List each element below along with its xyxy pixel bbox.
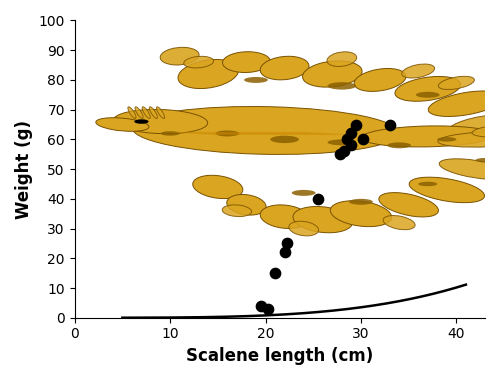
Ellipse shape — [330, 201, 392, 226]
Ellipse shape — [294, 132, 351, 135]
Ellipse shape — [302, 61, 362, 87]
Ellipse shape — [160, 131, 180, 136]
Ellipse shape — [178, 59, 238, 89]
Point — [280, 249, 288, 255]
Point — [314, 196, 322, 202]
Ellipse shape — [289, 221, 318, 236]
Ellipse shape — [438, 137, 456, 142]
Ellipse shape — [160, 48, 199, 65]
Ellipse shape — [156, 107, 164, 119]
Ellipse shape — [328, 139, 356, 145]
Ellipse shape — [227, 195, 266, 215]
Ellipse shape — [448, 114, 500, 135]
Ellipse shape — [216, 130, 240, 136]
Point — [352, 122, 360, 128]
Ellipse shape — [212, 132, 268, 135]
Ellipse shape — [428, 91, 500, 116]
Ellipse shape — [240, 132, 296, 135]
Point — [348, 142, 356, 148]
Point — [386, 122, 394, 128]
Ellipse shape — [387, 142, 411, 148]
Ellipse shape — [472, 124, 500, 137]
Point — [336, 151, 344, 157]
Ellipse shape — [327, 52, 356, 66]
Ellipse shape — [418, 182, 438, 186]
Point — [359, 136, 367, 142]
Ellipse shape — [142, 107, 150, 119]
Ellipse shape — [222, 205, 252, 217]
Ellipse shape — [222, 52, 270, 73]
Ellipse shape — [409, 177, 484, 203]
Ellipse shape — [226, 132, 282, 135]
Ellipse shape — [354, 68, 406, 92]
Ellipse shape — [114, 109, 208, 134]
Ellipse shape — [135, 107, 143, 119]
Ellipse shape — [267, 132, 324, 135]
Ellipse shape — [150, 107, 158, 119]
Ellipse shape — [293, 206, 352, 233]
Ellipse shape — [253, 132, 310, 135]
Point — [348, 130, 356, 136]
Ellipse shape — [361, 126, 494, 147]
Ellipse shape — [328, 82, 356, 90]
Ellipse shape — [292, 190, 316, 196]
Ellipse shape — [270, 136, 299, 143]
Ellipse shape — [395, 76, 460, 101]
Ellipse shape — [476, 158, 494, 162]
Ellipse shape — [170, 132, 227, 135]
Ellipse shape — [402, 64, 434, 78]
Ellipse shape — [132, 106, 399, 154]
Ellipse shape — [439, 159, 500, 179]
Point — [284, 241, 292, 247]
Y-axis label: Weight (g): Weight (g) — [15, 120, 33, 218]
Ellipse shape — [438, 131, 500, 147]
Ellipse shape — [438, 76, 474, 90]
Point — [340, 148, 348, 154]
Ellipse shape — [281, 132, 337, 135]
Ellipse shape — [260, 205, 309, 228]
Ellipse shape — [96, 118, 149, 131]
Ellipse shape — [383, 215, 415, 230]
X-axis label: Scalene length (cm): Scalene length (cm) — [186, 347, 374, 365]
Point — [256, 303, 264, 309]
Ellipse shape — [349, 199, 373, 205]
Ellipse shape — [184, 132, 240, 135]
Ellipse shape — [244, 77, 268, 83]
Point — [264, 306, 272, 312]
Ellipse shape — [192, 175, 243, 199]
Point — [271, 270, 279, 276]
Ellipse shape — [260, 56, 309, 80]
Ellipse shape — [184, 56, 214, 68]
Ellipse shape — [134, 119, 148, 124]
Ellipse shape — [198, 132, 254, 135]
Point — [342, 136, 350, 142]
Ellipse shape — [128, 107, 136, 119]
Ellipse shape — [379, 193, 438, 217]
Ellipse shape — [416, 92, 440, 98]
